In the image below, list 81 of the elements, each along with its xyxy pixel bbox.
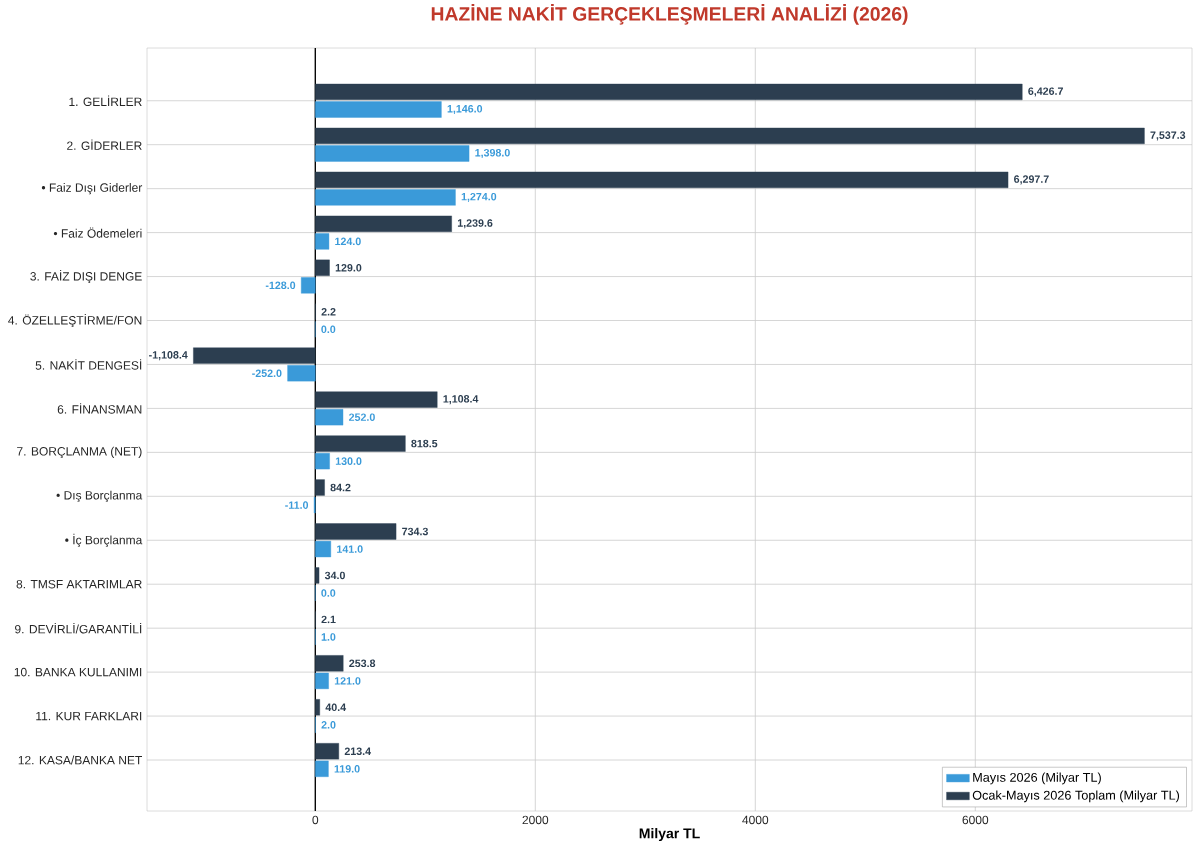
y-tick-label: • Faiz Ödemeleri bbox=[53, 227, 142, 238]
bar bbox=[315, 233, 330, 250]
bar bbox=[315, 215, 452, 232]
legend-label: Mayıs 2026 (Milyar TL) bbox=[973, 772, 1101, 785]
data-label: 1,274.0 bbox=[461, 192, 497, 202]
data-label: 818.5 bbox=[411, 439, 438, 448]
y-tick-label: 5. NAKİT DENGESİ bbox=[35, 359, 142, 370]
data-label: -128.0 bbox=[265, 281, 296, 290]
data-label: 121.0 bbox=[334, 677, 361, 685]
bar bbox=[315, 479, 325, 496]
y-tick-label: 1. GELİRLER bbox=[69, 95, 142, 107]
data-label: 1,239.6 bbox=[457, 219, 493, 229]
bar bbox=[315, 453, 330, 470]
y-tick-label: • İç Borçlanma bbox=[65, 533, 143, 547]
data-label: 40.4 bbox=[325, 703, 347, 712]
x-axis-title: Milyar TL bbox=[639, 828, 700, 842]
y-tick-label: 6. FİNANSMAN bbox=[57, 403, 142, 414]
data-label: 1.0 bbox=[321, 633, 336, 641]
bar bbox=[287, 365, 316, 382]
data-label: 129.0 bbox=[335, 263, 362, 272]
bar bbox=[315, 171, 1009, 188]
bar bbox=[315, 567, 320, 584]
bar bbox=[193, 347, 316, 364]
bar bbox=[315, 540, 332, 558]
bar bbox=[315, 699, 320, 716]
y-tick-label: 9. DEVİRLİ/GARANTİLİ bbox=[15, 622, 142, 634]
data-label: 6,426.7 bbox=[1028, 87, 1063, 97]
data-label: 253.8 bbox=[349, 659, 376, 668]
data-label: -11.0 bbox=[285, 501, 309, 509]
bar bbox=[315, 760, 329, 777]
data-label: 130.0 bbox=[335, 457, 362, 465]
bar bbox=[315, 83, 1023, 101]
bar bbox=[315, 145, 470, 162]
data-label: -1,108.4 bbox=[149, 351, 188, 361]
y-tick-label: • Dış Borçlanma bbox=[56, 490, 143, 502]
data-label: 124.0 bbox=[335, 237, 361, 246]
bar bbox=[315, 523, 397, 540]
data-label: 6,297.7 bbox=[1014, 175, 1049, 185]
y-tick-label: 10. BANKA KULLANIMI bbox=[14, 667, 142, 677]
y-tick-label: 12. KASA/BANKA NET bbox=[18, 755, 142, 765]
bar bbox=[301, 277, 316, 294]
x-tick-label: 6000 bbox=[962, 815, 989, 825]
y-tick-label: 8. TMSF AKTARIMLAR bbox=[16, 579, 142, 589]
data-label: 2.2 bbox=[321, 307, 336, 316]
data-label: 213.4 bbox=[344, 747, 372, 756]
data-label: 141.0 bbox=[337, 545, 363, 553]
data-label: 0.0 bbox=[321, 325, 336, 334]
data-label: 7,537.3 bbox=[1150, 131, 1186, 141]
y-tick-label: 11. KUR FARKLARI bbox=[36, 711, 142, 721]
data-label: 734.3 bbox=[402, 527, 428, 536]
data-label: 1,398.0 bbox=[475, 148, 510, 159]
bar bbox=[315, 101, 442, 118]
data-label: 119.0 bbox=[334, 765, 360, 773]
x-tick-label: 0 bbox=[312, 815, 319, 825]
bar bbox=[315, 672, 329, 690]
x-tick-label: 4000 bbox=[742, 815, 769, 825]
bar bbox=[315, 409, 344, 426]
x-tick-label: 2000 bbox=[522, 815, 549, 825]
y-tick-label: 7. BORÇLANMA (NET) bbox=[17, 446, 142, 458]
data-label: 1,108.4 bbox=[443, 395, 479, 405]
bar bbox=[315, 743, 339, 760]
chart-title: HAZİNE NAKİT GERÇEKLEŞMELERİ ANALİZİ (2026) bbox=[431, 4, 908, 25]
bar bbox=[315, 435, 406, 452]
data-label: 1,146.0 bbox=[447, 104, 483, 115]
y-tick-label: • Faiz Dışı Giderler bbox=[41, 183, 143, 195]
data-label: 34.0 bbox=[324, 571, 345, 580]
y-tick-label: 4. ÖZELLEŞTİRME/FON bbox=[8, 314, 142, 327]
bar bbox=[315, 391, 438, 408]
legend-label: Ocak-Mayıs 2026 Toplam (Milyar TL) bbox=[972, 790, 1180, 803]
bar bbox=[315, 127, 1145, 145]
y-tick-label: 2. GİDERLER bbox=[67, 139, 142, 150]
bar bbox=[315, 189, 456, 206]
data-label: 252.0 bbox=[349, 413, 375, 421]
bar bbox=[315, 655, 344, 672]
bar bbox=[315, 259, 330, 276]
data-label: 2.0 bbox=[321, 721, 336, 729]
y-tick-label: 3. FAİZ DIŞI DENGE bbox=[30, 270, 142, 284]
data-label: -252.0 bbox=[252, 369, 282, 378]
data-label: 2.1 bbox=[321, 615, 336, 624]
data-label: 0.0 bbox=[321, 589, 336, 597]
data-label: 84.2 bbox=[330, 483, 351, 492]
